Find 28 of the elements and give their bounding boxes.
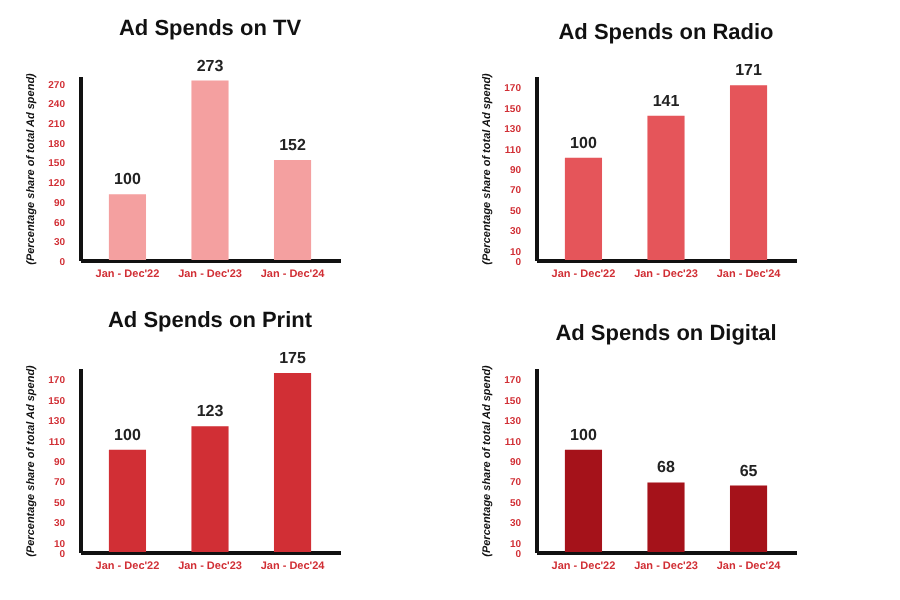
data-label: 100 <box>114 170 142 189</box>
bar <box>564 157 603 260</box>
data-label: 141 <box>652 91 681 110</box>
bar <box>191 426 229 552</box>
data-label: 100 <box>570 425 598 444</box>
bar <box>108 194 147 260</box>
data-label: 100 <box>114 425 142 444</box>
chart-title: Ad Spends on Print <box>107 309 313 334</box>
bar <box>729 485 768 552</box>
bar <box>647 115 685 260</box>
data-label: 100 <box>570 133 598 152</box>
chart-title: Ad Spends on Digital <box>555 322 777 347</box>
data-label: 171 <box>735 61 763 80</box>
chart-title: Ad Spends on Radio <box>558 21 775 46</box>
bar <box>564 449 603 552</box>
data-label: 123 <box>196 402 225 421</box>
bar <box>108 449 147 552</box>
bar <box>729 85 768 260</box>
bar <box>647 482 685 552</box>
bar <box>273 373 312 552</box>
chart-title: Ad Spends on TV <box>118 16 303 41</box>
data-label: 65 <box>739 461 759 480</box>
data-label: 175 <box>279 349 307 368</box>
data-label: 152 <box>279 136 307 155</box>
bar <box>273 160 312 260</box>
data-label: 273 <box>196 56 225 75</box>
data-label: 68 <box>657 458 676 477</box>
bar <box>191 80 229 260</box>
